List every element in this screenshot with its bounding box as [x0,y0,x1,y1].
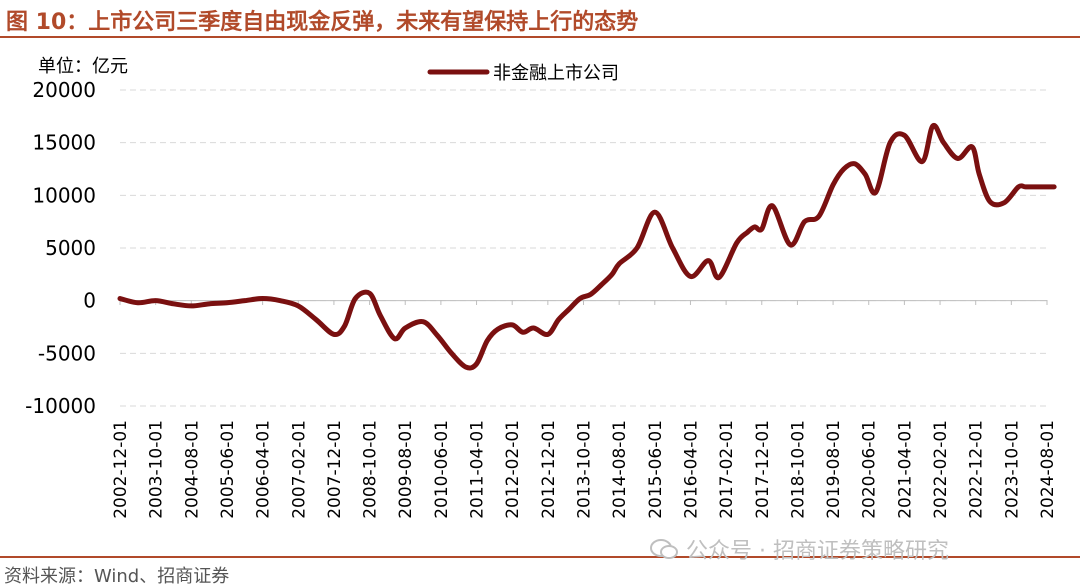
x-tick-label: 2019-08-01 [824,420,844,519]
y-tick-label: 20000 [32,78,96,102]
footer-divider [0,556,1080,558]
y-tick-label: 15000 [32,131,96,155]
y-tick-label: 0 [83,289,96,313]
x-tick-label: 2022-12-01 [967,420,987,519]
y-axis-ticks: -10000 -5000 0 5000 10000 15000 20000 [25,78,96,418]
x-tick-label: 2014-08-01 [610,420,630,519]
legend-label: 非金融上市公司 [493,63,619,84]
x-tick-label: 2010-06-01 [432,420,452,519]
x-tick-label: 2002-12-01 [111,420,131,519]
y-tick-label: 10000 [32,183,96,207]
series-layer [117,122,1057,371]
x-axis-ticks: 2002-12-01 2003-10-01 2004-08-01 2005-06-01… [111,300,1058,519]
x-tick-label: 2003-10-01 [147,420,167,519]
figure-title: 图 10：上市公司三季度自由现金反弹，未来有望保持上行的态势 [6,10,639,35]
x-tick-label: 2018-10-01 [788,420,808,519]
x-tick-label: 2024-08-01 [1038,420,1058,519]
unit-label: 单位：亿元 [38,56,128,77]
x-tick-label: 2006-04-01 [254,420,274,519]
line-chart: -10000 -5000 0 5000 10000 15000 20000 2002-12-… [25,63,1058,519]
x-tick-label: 2022-02-01 [931,420,951,519]
x-tick-label: 2021-04-01 [895,420,915,519]
y-tick-label: -5000 [38,341,96,365]
x-tick-label: 2012-12-01 [539,420,559,519]
x-tick-label: 2017-02-01 [717,420,737,519]
x-tick-label: 2020-06-01 [860,420,880,519]
x-tick-label: 2009-08-01 [396,420,416,519]
x-tick-label: 2007-12-01 [325,420,345,519]
y-tick-label: -10000 [25,394,96,418]
x-tick-label: 2016-04-01 [681,420,701,519]
x-tick-label: 2004-08-01 [182,420,202,519]
source-note: 资料来源：Wind、招商证券 [4,566,230,587]
y-tick-label: 5000 [45,236,96,260]
x-tick-label: 2011-04-01 [468,420,488,519]
x-tick-label: 2023-10-01 [1002,420,1022,519]
legend: 非金融上市公司 [427,63,619,84]
x-tick-label: 2008-10-01 [361,420,381,519]
x-tick-label: 2012-02-01 [503,420,523,519]
x-tick-label: 2005-06-01 [218,420,238,519]
x-tick-label: 2017-12-01 [753,420,773,519]
watermark-text: 公众号 · 招商证券策略研究 [686,539,949,564]
watermark: 公众号 · 招商证券策略研究 [650,533,949,565]
x-tick-label: 2007-02-01 [289,420,309,519]
title-divider [0,36,1080,38]
x-tick-label: 2015-06-01 [646,420,666,519]
wechat-icon [650,539,678,559]
x-tick-label: 2013-10-01 [575,420,595,519]
series-line [117,122,1057,371]
